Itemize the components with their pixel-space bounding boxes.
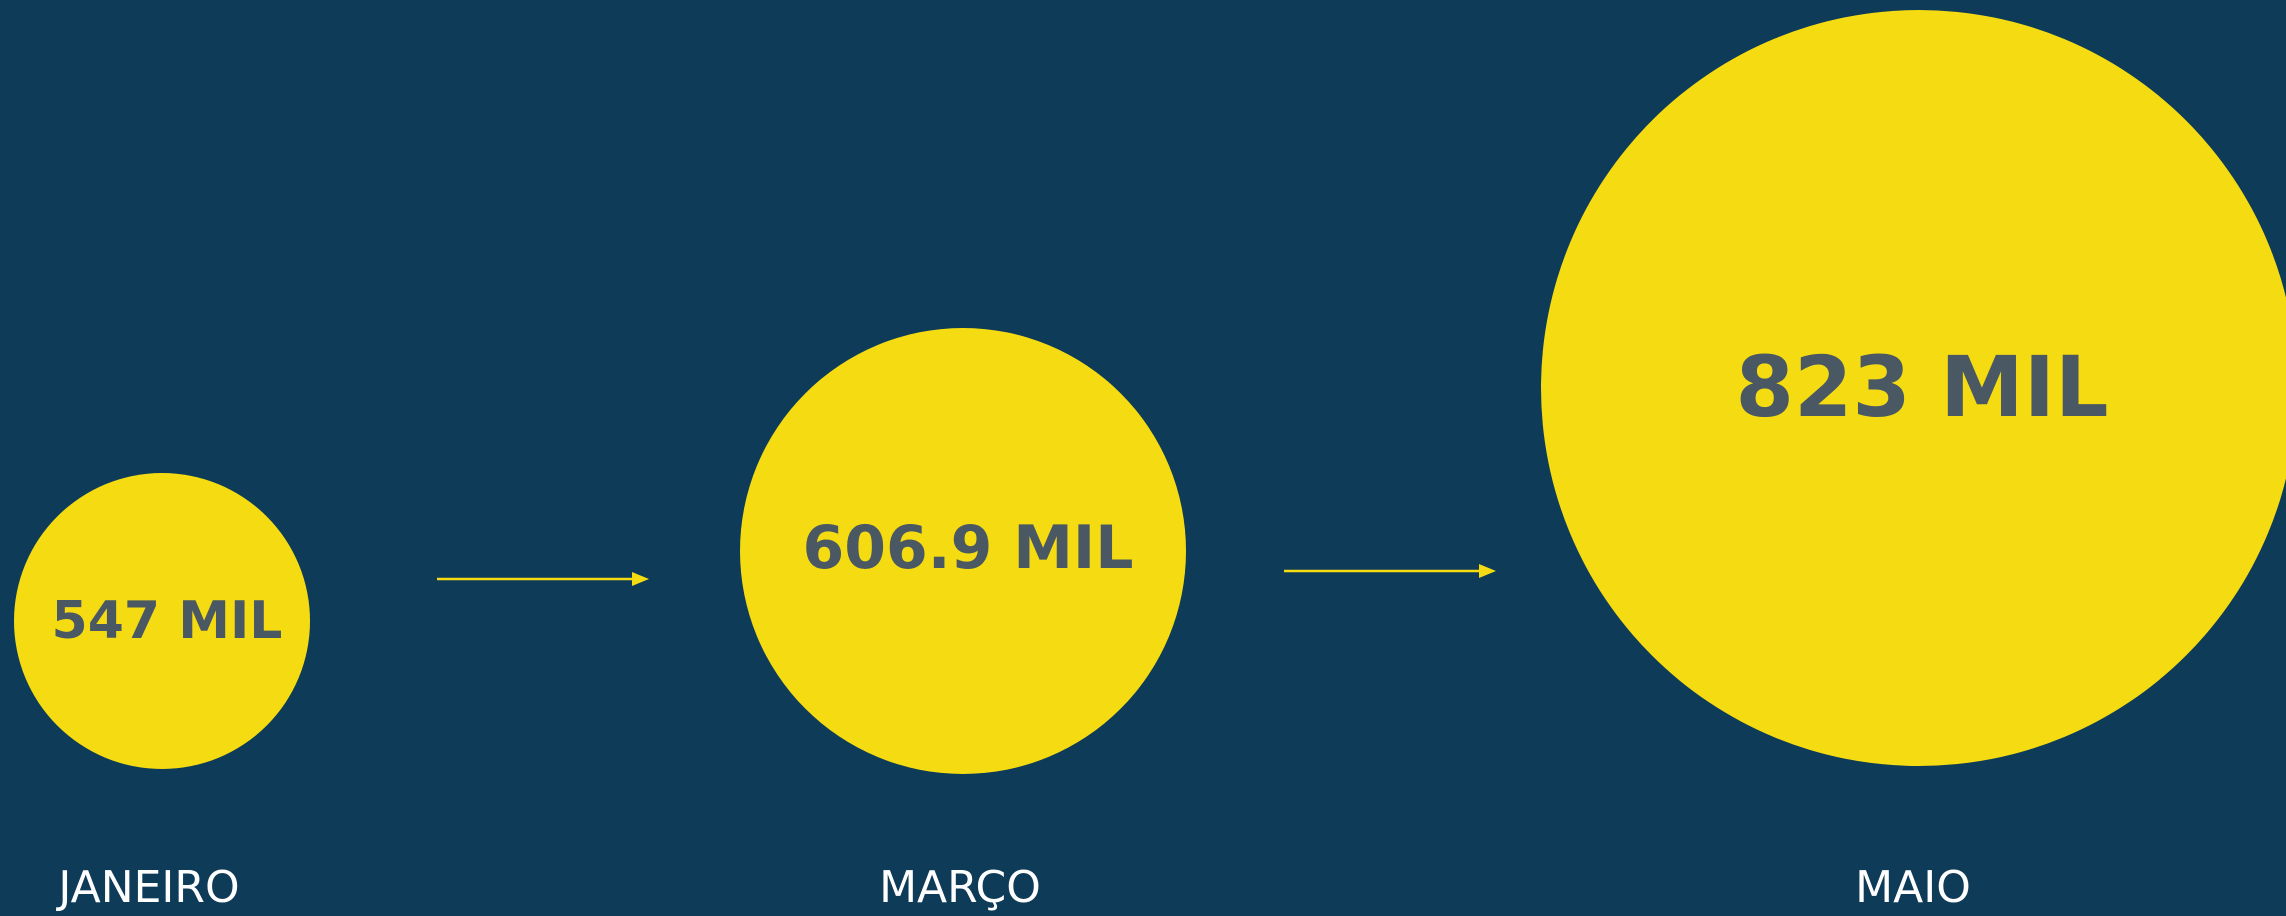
- month-label-marco: MARÇO: [879, 862, 1041, 913]
- value-circle-janeiro: 547 MIL: [14, 473, 310, 769]
- value-circle-maio: 823 MIL: [1541, 10, 2286, 766]
- month-label-maio: MAIO: [1855, 862, 1971, 913]
- arrow-right-icon: [1284, 564, 1496, 578]
- value-label-marco: 606.9 MIL: [802, 513, 1134, 583]
- value-label-janeiro: 547 MIL: [51, 591, 283, 651]
- month-label-janeiro: JANEIRO: [58, 862, 240, 913]
- value-label-maio: 823 MIL: [1735, 337, 2109, 436]
- value-circle-marco: 606.9 MIL: [740, 328, 1186, 774]
- arrow-right-icon: [437, 572, 649, 586]
